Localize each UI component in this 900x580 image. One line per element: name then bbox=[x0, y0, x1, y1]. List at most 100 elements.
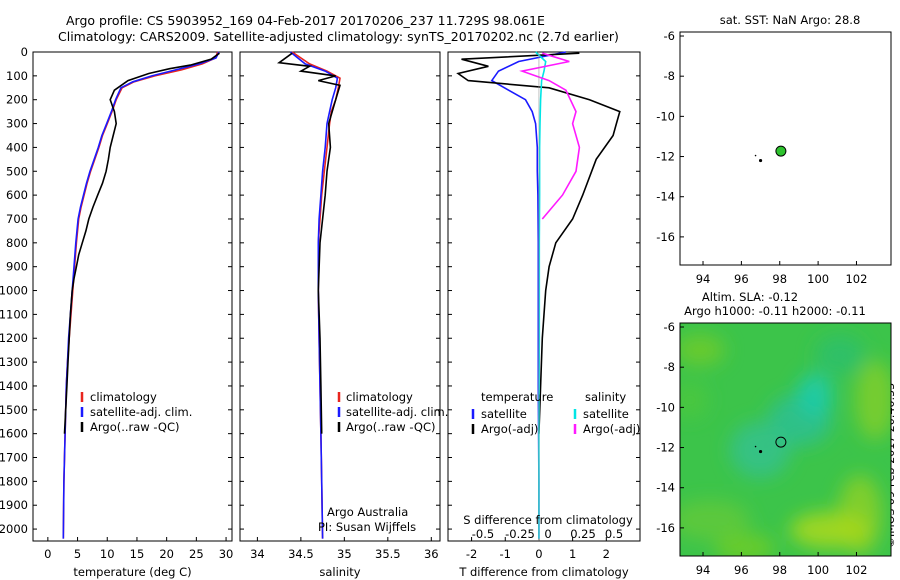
depth-tick-label: 1500 bbox=[0, 403, 28, 417]
sst_map-track-point bbox=[754, 154, 757, 157]
salinity-series-2 bbox=[276, 52, 342, 434]
sla_map-frame bbox=[679, 322, 892, 557]
depth-tick-label: 400 bbox=[6, 140, 28, 154]
sla-blob bbox=[730, 422, 790, 478]
depth-tick-label: 1600 bbox=[0, 427, 28, 441]
sst_map-track-point bbox=[758, 158, 763, 163]
sst_map-xtick-label: 96 bbox=[734, 272, 749, 286]
depth-tick-label: 900 bbox=[6, 260, 28, 274]
sst_map-ytick-label: -6 bbox=[664, 29, 675, 43]
diff-top-xtick-label: -0.5 bbox=[472, 527, 494, 541]
diff-top-xtick-label: -0.25 bbox=[505, 527, 535, 541]
depth-tick-label: 1900 bbox=[0, 498, 28, 512]
sla_map-ytick-label: -16 bbox=[656, 521, 675, 535]
sst_map-ytick-label: -14 bbox=[656, 190, 675, 204]
temp-legend-label: satellite-adj. clim. bbox=[90, 405, 192, 419]
sla-blob bbox=[855, 360, 891, 440]
sst_map-float-marker bbox=[775, 145, 787, 157]
sla-blob bbox=[797, 373, 833, 417]
diff-legend-header-sal: salinity bbox=[585, 390, 626, 404]
sla-blob bbox=[815, 335, 865, 375]
depth-tick-label: 1000 bbox=[0, 284, 28, 298]
temperature-xtick-label: 30 bbox=[219, 547, 234, 561]
temp-legend-label: Argo(..raw -QC) bbox=[90, 420, 180, 434]
sst_map-ytick-label: -12 bbox=[656, 150, 675, 164]
diff-top-xtick-label: 0.25 bbox=[570, 527, 596, 541]
panel-salinity: 34 34.5 35 35.5 36 salinity climatologysatelli… bbox=[239, 51, 448, 579]
temperature-xtick-label: 15 bbox=[130, 547, 145, 561]
temperature-series-2 bbox=[63, 52, 220, 434]
depth-tick-label: 1100 bbox=[0, 307, 28, 321]
salinity-xtick-label: 36 bbox=[424, 547, 439, 561]
diff-legend-label: satellite bbox=[481, 407, 527, 421]
diff-legend-label: satellite bbox=[583, 407, 629, 421]
sla-blob bbox=[680, 334, 725, 366]
depth-tick-label: 1800 bbox=[0, 474, 28, 488]
diff-top-xtick-label: 0.5 bbox=[605, 527, 623, 541]
difference-series-1 bbox=[456, 52, 621, 434]
sla-blob bbox=[790, 512, 870, 548]
difference-xtick-label: 0 bbox=[535, 547, 542, 561]
salinity-xtick-label: 34 bbox=[250, 547, 265, 561]
temp-legend-label: climatology bbox=[90, 390, 157, 404]
difference-xtick-label: -1 bbox=[500, 547, 511, 561]
sla_map-xtick-label: 100 bbox=[807, 563, 829, 577]
depth-tick-label: 1200 bbox=[0, 331, 28, 345]
title-line-2: Climatology: CARS2009. Satellite-adjuste… bbox=[58, 29, 619, 44]
depth-tick-label: 200 bbox=[6, 93, 28, 107]
sla-field bbox=[680, 323, 891, 556]
temperature-xtick-label: 25 bbox=[189, 547, 204, 561]
sla-blob bbox=[680, 500, 750, 540]
depth-tick-label: 1300 bbox=[0, 355, 28, 369]
sla_map-xtick-label: 94 bbox=[696, 563, 711, 577]
sst_map-ytick-label: -10 bbox=[656, 109, 675, 123]
sst_map-xtick-label: 100 bbox=[807, 272, 829, 286]
depth-tick-label: 300 bbox=[6, 117, 28, 131]
sal-legend-label: climatology bbox=[346, 390, 413, 404]
temperature-xtick-label: 0 bbox=[44, 547, 51, 561]
depth-tick-label: 2000 bbox=[0, 522, 28, 536]
sla_map-float-marker bbox=[775, 436, 787, 448]
title-line-1: Argo profile: CS 5903952_169 04-Feb-2017… bbox=[66, 13, 545, 28]
salinity-series-1 bbox=[289, 51, 339, 539]
sal-legend-label: Argo(..raw -QC) bbox=[346, 420, 436, 434]
depth-tick-label: 800 bbox=[6, 236, 28, 250]
sla-blob bbox=[680, 382, 708, 418]
difference-series-0 bbox=[490, 51, 567, 539]
sla_map-track-point bbox=[754, 445, 757, 448]
diff-legend-header-temp: temperature bbox=[481, 390, 553, 404]
sla_map-track-point bbox=[758, 449, 763, 454]
panel-difference: -2 -1 0 1 2 T difference from climatology temp… bbox=[447, 51, 641, 579]
difference-frame bbox=[447, 51, 641, 542]
salinity-xtick-label: 35.5 bbox=[375, 547, 401, 561]
temperature-xtick-label: 10 bbox=[100, 547, 115, 561]
difference-xtick-label: 1 bbox=[569, 547, 576, 561]
panel-sla_map: 94 96 98 100 102 -6 -8 -10 -12 -14 -16 Altim. SLA: … bbox=[656, 290, 892, 577]
sal-annotation-2: PI: Susan Wijffels bbox=[318, 520, 416, 534]
salinity-frame bbox=[239, 51, 441, 542]
sst_map-ytick-label: -8 bbox=[664, 69, 675, 83]
sla-map-subtitle: Argo h1000: -0.11 h2000: -0.11 bbox=[684, 304, 866, 318]
diff-legend-label: Argo(-adj) bbox=[481, 422, 538, 436]
sla_map-ytick-label: -6 bbox=[664, 320, 675, 334]
sla-map-title: Altim. SLA: -0.12 bbox=[702, 290, 798, 304]
salinity-xtick-label: 35 bbox=[337, 547, 352, 561]
diff-top-xlabel: S difference from climatology bbox=[463, 513, 633, 527]
sla_map-xtick-label: 98 bbox=[772, 563, 787, 577]
sst_map-xtick-label: 98 bbox=[772, 272, 787, 286]
temperature-frame bbox=[32, 51, 233, 542]
temperature-xlabel: temperature (deg C) bbox=[73, 565, 191, 579]
sla_map-xtick-label: 96 bbox=[734, 563, 749, 577]
sst_map-xtick-label: 102 bbox=[845, 272, 867, 286]
sla-blobs bbox=[680, 334, 891, 556]
depth-tick-label: 0 bbox=[21, 45, 28, 59]
sal-annotation-1: Argo Australia bbox=[327, 505, 408, 519]
diff-legend-label: Argo(-adj) bbox=[583, 422, 640, 436]
salinity-xtick-label: 34.5 bbox=[288, 547, 314, 561]
depth-tick-label: 1700 bbox=[0, 451, 28, 465]
depth-tick-label: 600 bbox=[6, 188, 28, 202]
sla_map-ytick-label: -8 bbox=[664, 360, 675, 374]
temperature-xtick-label: 20 bbox=[159, 547, 174, 561]
salinity-xlabel: salinity bbox=[319, 565, 360, 579]
